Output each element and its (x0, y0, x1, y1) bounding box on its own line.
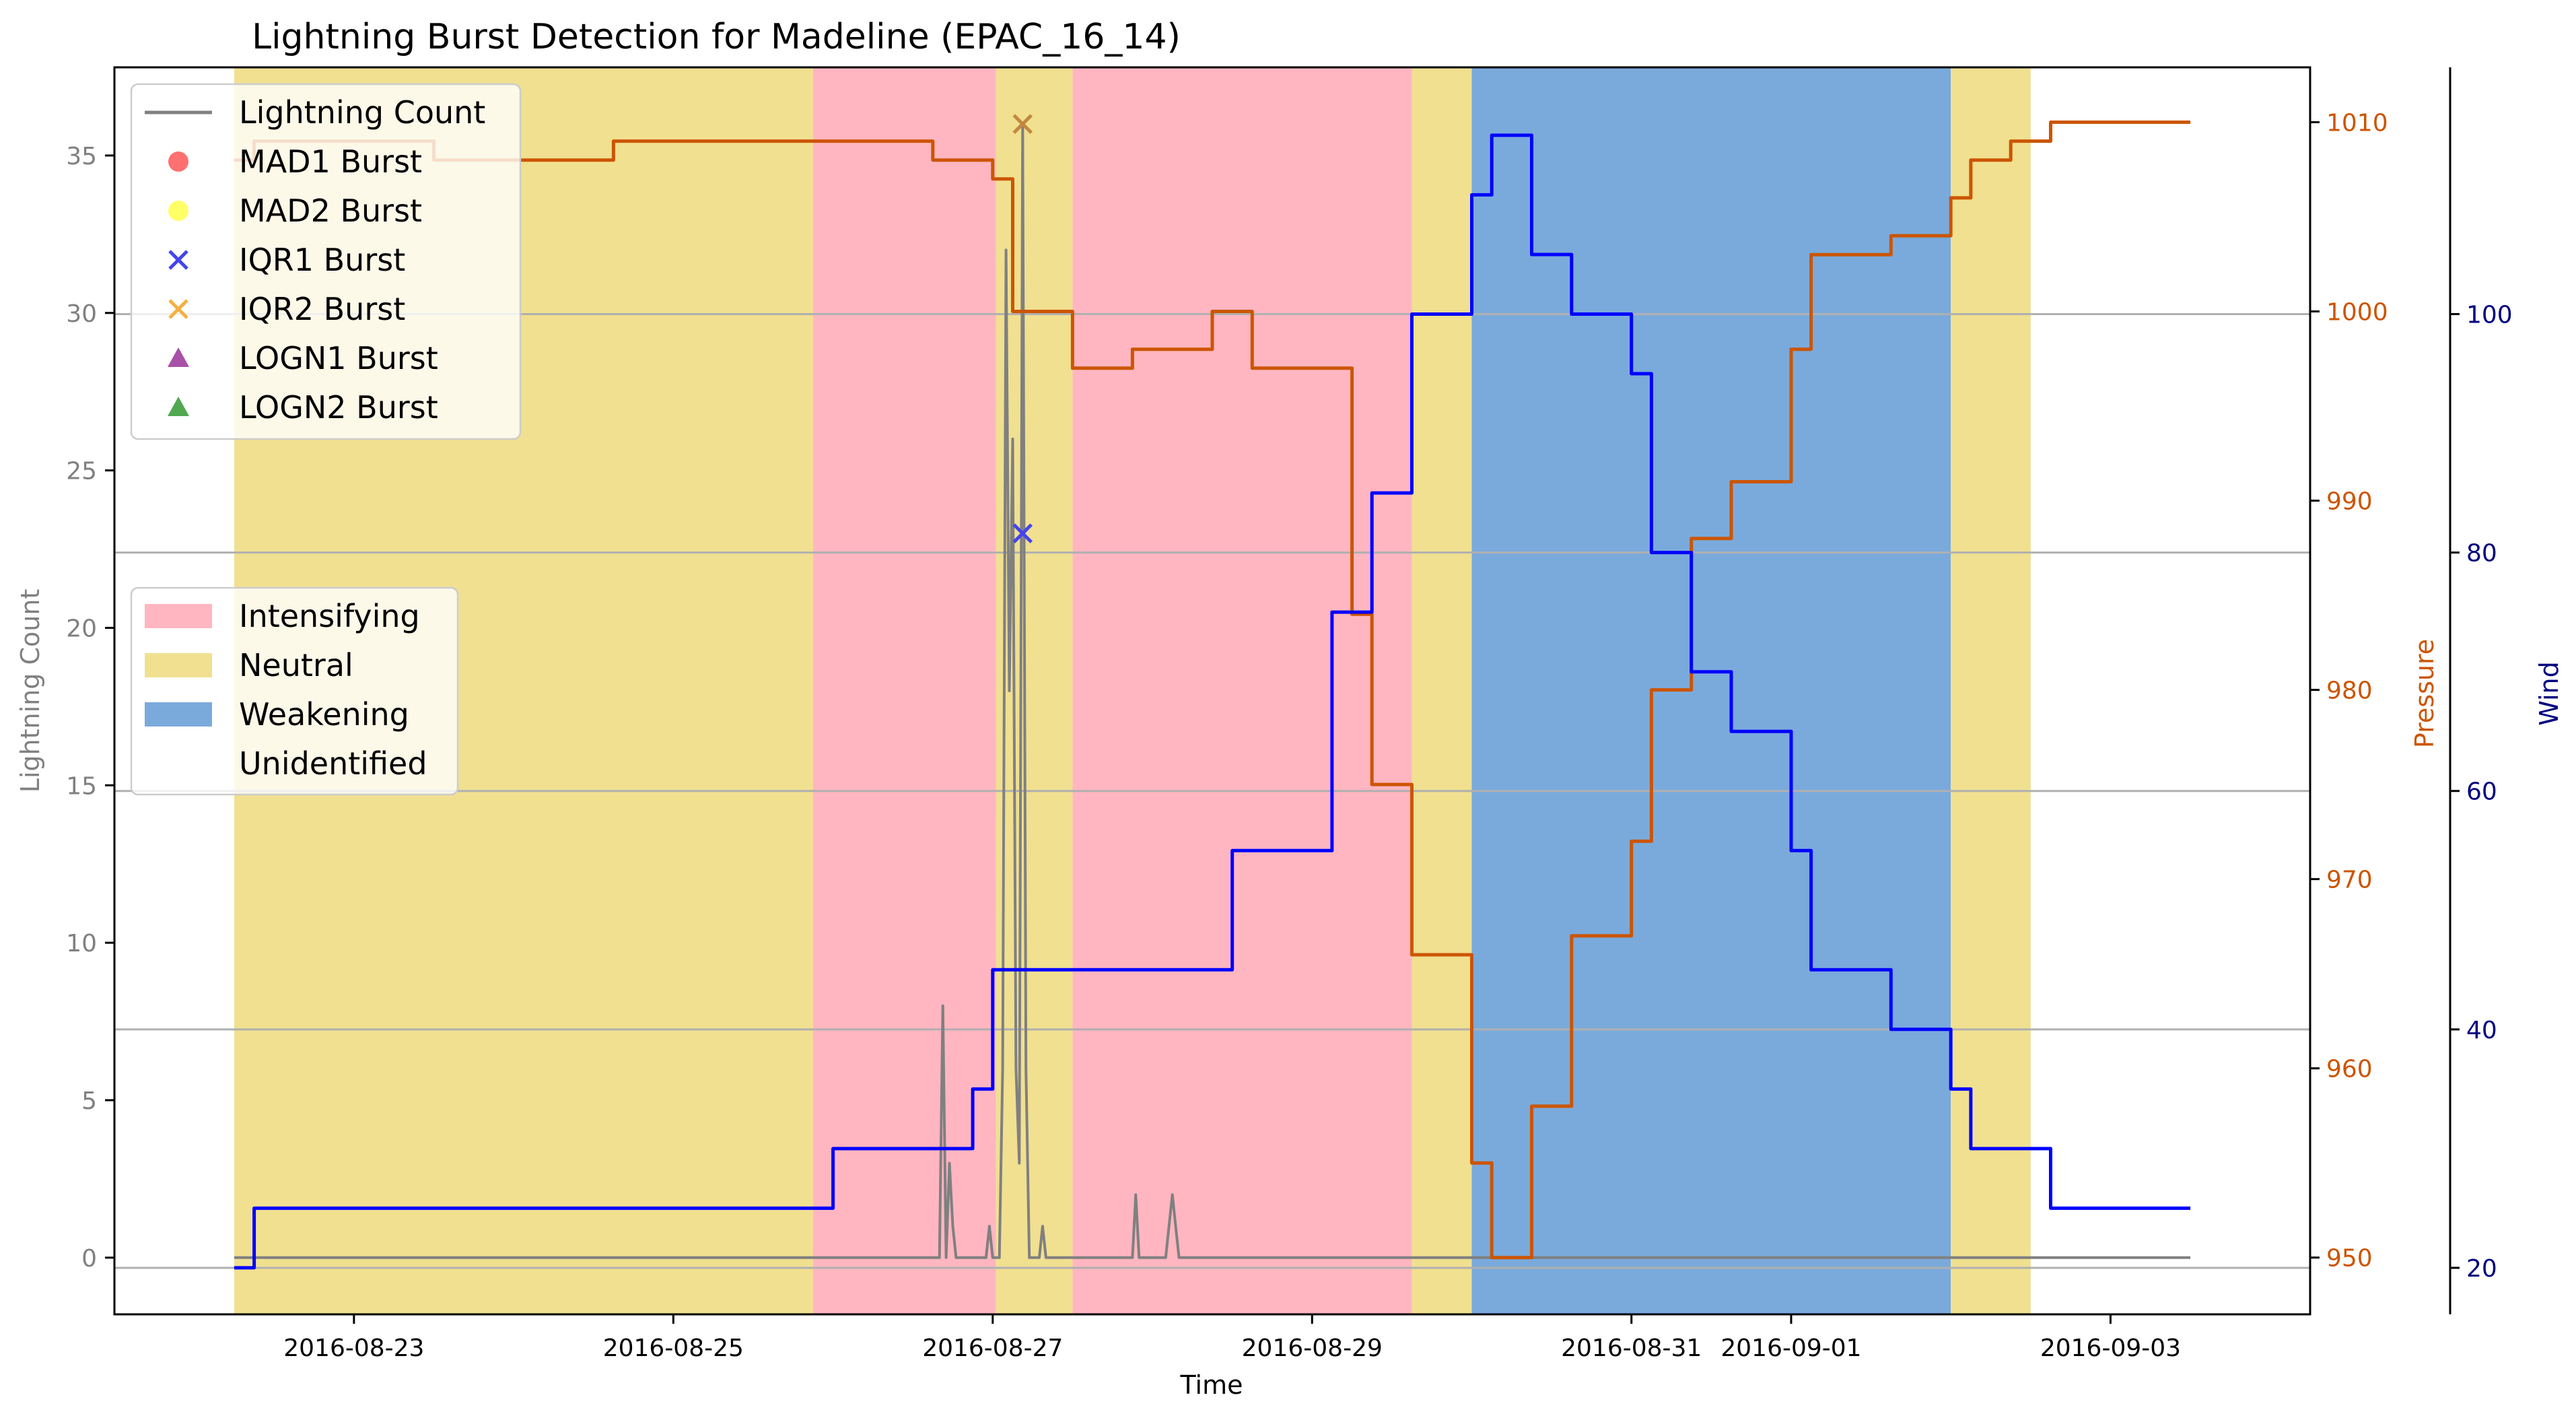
legend-label: LOGN1 Burst (239, 340, 438, 376)
x-tick-label: 2016-08-25 (603, 1335, 744, 1362)
phase-band-intensifying (812, 67, 996, 1314)
phase-band-neutral (1951, 67, 2031, 1314)
left-tick-label: 5 (81, 1087, 97, 1115)
phase-bands (234, 67, 2031, 1314)
legend-item: IQR2 Burst (168, 291, 405, 327)
x-axis-label: Time (1180, 1370, 1243, 1400)
legend-item: Weakening (145, 696, 409, 733)
left-tick-label: 15 (66, 772, 97, 800)
legend-swatch (145, 653, 212, 677)
legend-label: IQR2 Burst (239, 291, 405, 327)
legend-bursts: Lightning Count MAD1 Burst MAD2 Burst IQR1 … (130, 83, 522, 440)
legend-item: MAD1 Burst (168, 143, 422, 180)
burst-marker-iqr2-burst (1012, 114, 1033, 134)
legend-x-icon (168, 299, 188, 319)
legend-label: MAD2 Burst (239, 193, 422, 229)
legend-box (130, 83, 522, 440)
x-tick-label: 2016-08-27 (922, 1335, 1063, 1362)
pressure-tick-label: 1010 (2326, 109, 2388, 137)
legend-circle-icon (168, 151, 188, 172)
legend-box (130, 586, 459, 796)
phase-band-intensifying (1072, 67, 1412, 1314)
legend-item: LOGN2 Burst (168, 389, 438, 426)
x-tick-label: 2016-09-01 (1720, 1335, 1861, 1362)
legend-x-icon (168, 250, 188, 270)
series-line-pressure (234, 121, 2191, 1260)
wind-tick-label: 40 (2466, 1017, 2497, 1044)
legend-circle-icon (168, 201, 188, 221)
wind-tick-label: 80 (2466, 540, 2497, 568)
left-tick-label: 25 (66, 458, 97, 485)
phase-band-neutral (996, 67, 1073, 1314)
burst-markers (1012, 114, 1033, 543)
phase-band-neutral (1412, 67, 1472, 1314)
legend-label: MAD1 Burst (239, 143, 422, 180)
burst-marker-iqr1-burst (1012, 523, 1033, 543)
wind-tick-label: 20 (2466, 1255, 2497, 1283)
legend-item: Lightning Count (145, 94, 485, 131)
legend-triangle-icon (168, 347, 189, 367)
chart-title: Lightning Burst Detection for Madeline (… (252, 17, 1181, 57)
left-tick-label: 30 (66, 300, 97, 328)
legend-item: IQR1 Burst (168, 242, 405, 278)
series-line-lightning-count (234, 123, 2191, 1259)
legend-label: Weakening (239, 696, 409, 733)
legend-label: IQR1 Burst (239, 242, 405, 278)
legend-label: Neutral (239, 647, 353, 683)
pressure-tick-label: 950 (2326, 1245, 2373, 1273)
wind-axis-label: Wind (2534, 661, 2564, 726)
left-tick-label: 20 (66, 615, 97, 642)
pressure-tick-label: 980 (2326, 677, 2373, 705)
legend-swatch (145, 702, 212, 727)
legend-label: Lightning Count (239, 94, 485, 131)
pressure-tick-label: 960 (2326, 1056, 2373, 1083)
x-tick-label: 2016-08-31 (1561, 1335, 1702, 1362)
legend-label: LOGN2 Burst (239, 389, 438, 426)
pressure-tick-label: 990 (2326, 488, 2373, 516)
legend-phases: Intensifying Neutral Weakening Unidentified (130, 586, 459, 796)
burst-marker-stroke (1012, 114, 1033, 134)
burst-marker-stroke (1012, 523, 1033, 543)
pressure-tick-label: 970 (2326, 867, 2373, 894)
legend-item: Intensifying (145, 598, 420, 634)
left-axis-label: Lightning Count (15, 589, 45, 793)
pressure-axis-label: Pressure (2410, 639, 2439, 748)
legend-item: LOGN1 Burst (168, 340, 438, 376)
wind-axis-ticks: 20 40 60 80 100 (2450, 302, 2513, 1283)
legend-item: MAD2 Burst (168, 193, 422, 229)
legend-item: Neutral (145, 647, 353, 683)
left-tick-label: 35 (66, 143, 97, 170)
series-line-wind (234, 133, 2191, 1270)
wind-tick-label: 60 (2466, 778, 2497, 806)
legend-label: Intensifying (239, 598, 420, 634)
legend-triangle-icon (168, 397, 189, 416)
legend-label: Unidentified (239, 745, 427, 782)
legend-item: Unidentified (239, 745, 427, 782)
x-tick-label: 2016-08-23 (283, 1335, 424, 1362)
series-lines (234, 121, 2191, 1270)
legend-swatch (145, 604, 212, 628)
x-tick-label: 2016-09-03 (2040, 1335, 2181, 1362)
wind-tick-label: 100 (2466, 302, 2513, 329)
pressure-tick-label: 1000 (2326, 299, 2388, 327)
left-tick-label: 0 (81, 1245, 97, 1273)
x-axis-ticks: 2016-08-23 2016-08-25 2016-08-27 2016-08-29… (283, 1314, 2181, 1362)
x-tick-label: 2016-08-29 (1242, 1335, 1383, 1362)
pressure-axis-ticks: 950 960 970 980 990 1000 1010 (2310, 109, 2388, 1273)
left-axis-ticks: 0 5 10 15 20 25 30 35 (66, 143, 114, 1273)
left-tick-label: 10 (66, 930, 97, 957)
